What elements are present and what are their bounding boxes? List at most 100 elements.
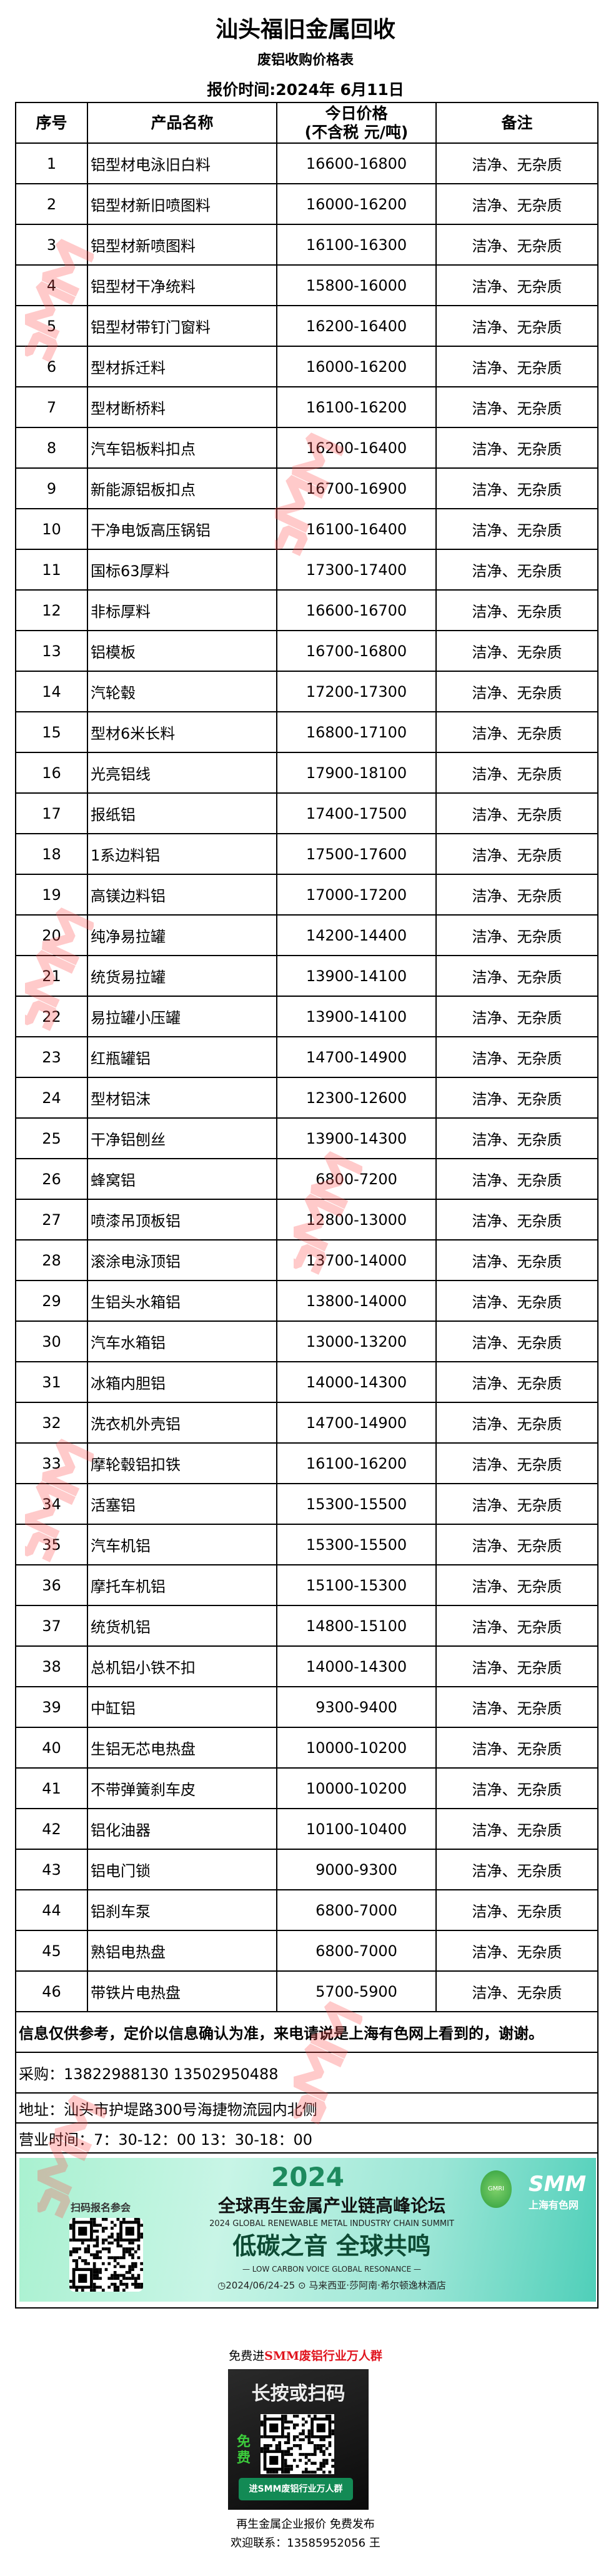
product-name: 光亮铝线 (87, 752, 277, 794)
row-number: 5 (15, 305, 88, 347)
table-row: 8 汽车铝板料扣点 16200-16400 洁净、无杂质 (15, 427, 599, 469)
product-name: 铝型材干净统料 (87, 264, 277, 306)
product-name: 型材拆迁料 (87, 346, 277, 387)
product-name: 统货机铝 (87, 1605, 277, 1647)
remark: 洁净、无杂质 (435, 996, 599, 1037)
remark: 洁净、无杂质 (435, 427, 599, 469)
remark: 洁净、无杂质 (435, 1402, 599, 1444)
table-row: 7 型材断桥料 16100-16200 洁净、无杂质 (15, 386, 599, 428)
promo-qr-code[interactable] (261, 2414, 334, 2474)
promo-contact: 欢迎联系：13585952056 王 (231, 2537, 380, 2550)
table-row: 6 型材拆迁料 16000-16200 洁净、无杂质 (15, 346, 599, 387)
price-table: 序号 产品名称 今日价格 (不含税 元/吨) 备注 1 铝型材电泳旧白料 16600-… (15, 102, 599, 2309)
table-row: 38 总机铝小铁不扣 14000-14300 洁净、无杂质 (15, 1645, 599, 1687)
product-name: 铝型材新旧喷图料 (87, 183, 277, 225)
price-range: 15100-15300 (276, 1564, 437, 1606)
price-range: 16600-16800 (276, 142, 437, 184)
row-number: 2 (15, 183, 88, 225)
product-name: 中缸铝 (87, 1686, 277, 1728)
row-number: 10 (15, 508, 88, 550)
table-row: 12 非标厚料 16600-16700 洁净、无杂质 (15, 589, 599, 631)
promo-title: 免费进SMM废铝行业万人群 (0, 2347, 611, 2364)
product-name: 熟铝电热盘 (87, 1930, 277, 1972)
table-row: 10 干净电饭高压锅铝 16100-16400 洁净、无杂质 (15, 508, 599, 550)
product-name: 国标63厚料 (87, 549, 277, 591)
product-name: 汽轮毂 (87, 671, 277, 712)
remark: 洁净、无杂质 (435, 467, 599, 509)
price-range: 16700-16800 (276, 630, 437, 672)
product-name: 易拉罐小压罐 (87, 996, 277, 1037)
row-number: 35 (15, 1524, 88, 1565)
row-number: 37 (15, 1605, 88, 1647)
product-name: 洗衣机外壳铝 (87, 1402, 277, 1444)
remark: 洁净、无杂质 (435, 183, 599, 225)
product-name: 铝化油器 (87, 1808, 277, 1850)
remark: 洁净、无杂质 (435, 1280, 599, 1322)
product-name: 生铝无芯电热盘 (87, 1727, 277, 1769)
table-row: 18 1系边料铝 17500-17600 洁净、无杂质 (15, 833, 599, 875)
table-row: 46 带铁片电热盘 5700-5900 洁净、无杂质 (15, 1970, 599, 2012)
join-group-button[interactable]: 进SMM废铝行业万人群 (239, 2478, 353, 2500)
table-row: 20 纯净易拉罐 14200-14400 洁净、无杂质 (15, 914, 599, 956)
table-row: 40 生铝无芯电热盘 10000-10200 洁净、无杂质 (15, 1727, 599, 1769)
page-subtitle: 废铝收购价格表 (257, 52, 354, 68)
remark: 洁净、无杂质 (435, 1564, 599, 1606)
summit-banner[interactable]: 2024 扫码报名参会 全球再生金属产业链高峰论坛 2024 GLOBAL RE… (19, 2158, 596, 2302)
price-range: 14000-14300 (276, 1361, 437, 1403)
table-row: 15 型材6米长料 16800-17100 洁净、无杂质 (15, 711, 599, 753)
price-range: 13900-14100 (276, 996, 437, 1037)
table-header-row: 序号 产品名称 今日价格 (不含税 元/吨) 备注 (15, 102, 599, 144)
promo-card-heading: 长按或扫码 (251, 2383, 345, 2405)
remark: 洁净、无杂质 (435, 1970, 599, 2012)
promo-qr-card[interactable]: 长按或扫码 免费 进SMM废铝行业万人群 (228, 2369, 369, 2510)
product-name: 报纸铝 (87, 792, 277, 834)
remark: 洁净、无杂质 (435, 386, 599, 428)
price-header-line2: (不含税 元/吨) (304, 122, 409, 141)
row-number: 14 (15, 671, 88, 712)
remark: 洁净、无杂质 (435, 792, 599, 834)
remark: 洁净、无杂质 (435, 1077, 599, 1119)
column-header-note: 备注 (435, 102, 599, 144)
row-number: 38 (15, 1645, 88, 1687)
table-row: 14 汽轮毂 17200-17300 洁净、无杂质 (15, 671, 599, 712)
row-number: 27 (15, 1199, 88, 1241)
price-range: 14000-14300 (276, 1645, 437, 1687)
row-number: 42 (15, 1808, 88, 1850)
table-row: 43 铝电门锁 9000-9300 洁净、无杂质 (15, 1849, 599, 1890)
table-row: 23 红瓶罐铝 14700-14900 洁净、无杂质 (15, 1036, 599, 1078)
product-name: 1系边料铝 (87, 833, 277, 875)
remark: 洁净、无杂质 (435, 874, 599, 916)
row-number: 7 (15, 386, 88, 428)
notice-text: 信息仅供参考，定价以信息确认为准，来电请说是上海有色网上看到的，谢谢。 (15, 2011, 599, 2053)
product-name: 干净电饭高压锅铝 (87, 508, 277, 550)
row-number: 46 (15, 1970, 88, 2012)
column-header-name: 产品名称 (87, 102, 277, 144)
remark: 洁净、无杂质 (435, 224, 599, 266)
table-row: 24 型材铝沫 12300-12600 洁净、无杂质 (15, 1077, 599, 1119)
remark: 洁净、无杂质 (435, 305, 599, 347)
row-number: 29 (15, 1280, 88, 1322)
table-row: 17 报纸铝 17400-17500 洁净、无杂质 (15, 792, 599, 834)
product-name: 生铝头水箱铝 (87, 1280, 277, 1322)
table-row: 13 铝模板 16700-16800 洁净、无杂质 (15, 630, 599, 672)
price-range: 10100-10400 (276, 1808, 437, 1850)
product-name: 带铁片电热盘 (87, 1970, 277, 2012)
table-row: 30 汽车水箱铝 13000-13200 洁净、无杂质 (15, 1320, 599, 1362)
remark: 洁净、无杂质 (435, 1239, 599, 1281)
price-range: 14200-14400 (276, 914, 437, 956)
remark: 洁净、无杂质 (435, 1808, 599, 1850)
remark: 洁净、无杂质 (435, 1645, 599, 1687)
remark: 洁净、无杂质 (435, 1686, 599, 1728)
promo-title-prefix: 免费进 (229, 2349, 265, 2363)
product-name: 红瓶罐铝 (87, 1036, 277, 1078)
price-range: 15300-15500 (276, 1483, 437, 1525)
price-range: 16200-16400 (276, 305, 437, 347)
table-row: 31 冰箱内胆铝 14000-14300 洁净、无杂质 (15, 1361, 599, 1403)
banner-qr-code[interactable] (69, 2218, 143, 2292)
smm-logo-cn: 上海有色网 (529, 2199, 579, 2211)
promo-title-highlight: SMM废铝行业万人群 (264, 2349, 382, 2363)
table-row: 16 光亮铝线 17900-18100 洁净、无杂质 (15, 752, 599, 794)
remark: 洁净、无杂质 (435, 264, 599, 306)
remark: 洁净、无杂质 (435, 711, 599, 753)
product-name: 铝模板 (87, 630, 277, 672)
